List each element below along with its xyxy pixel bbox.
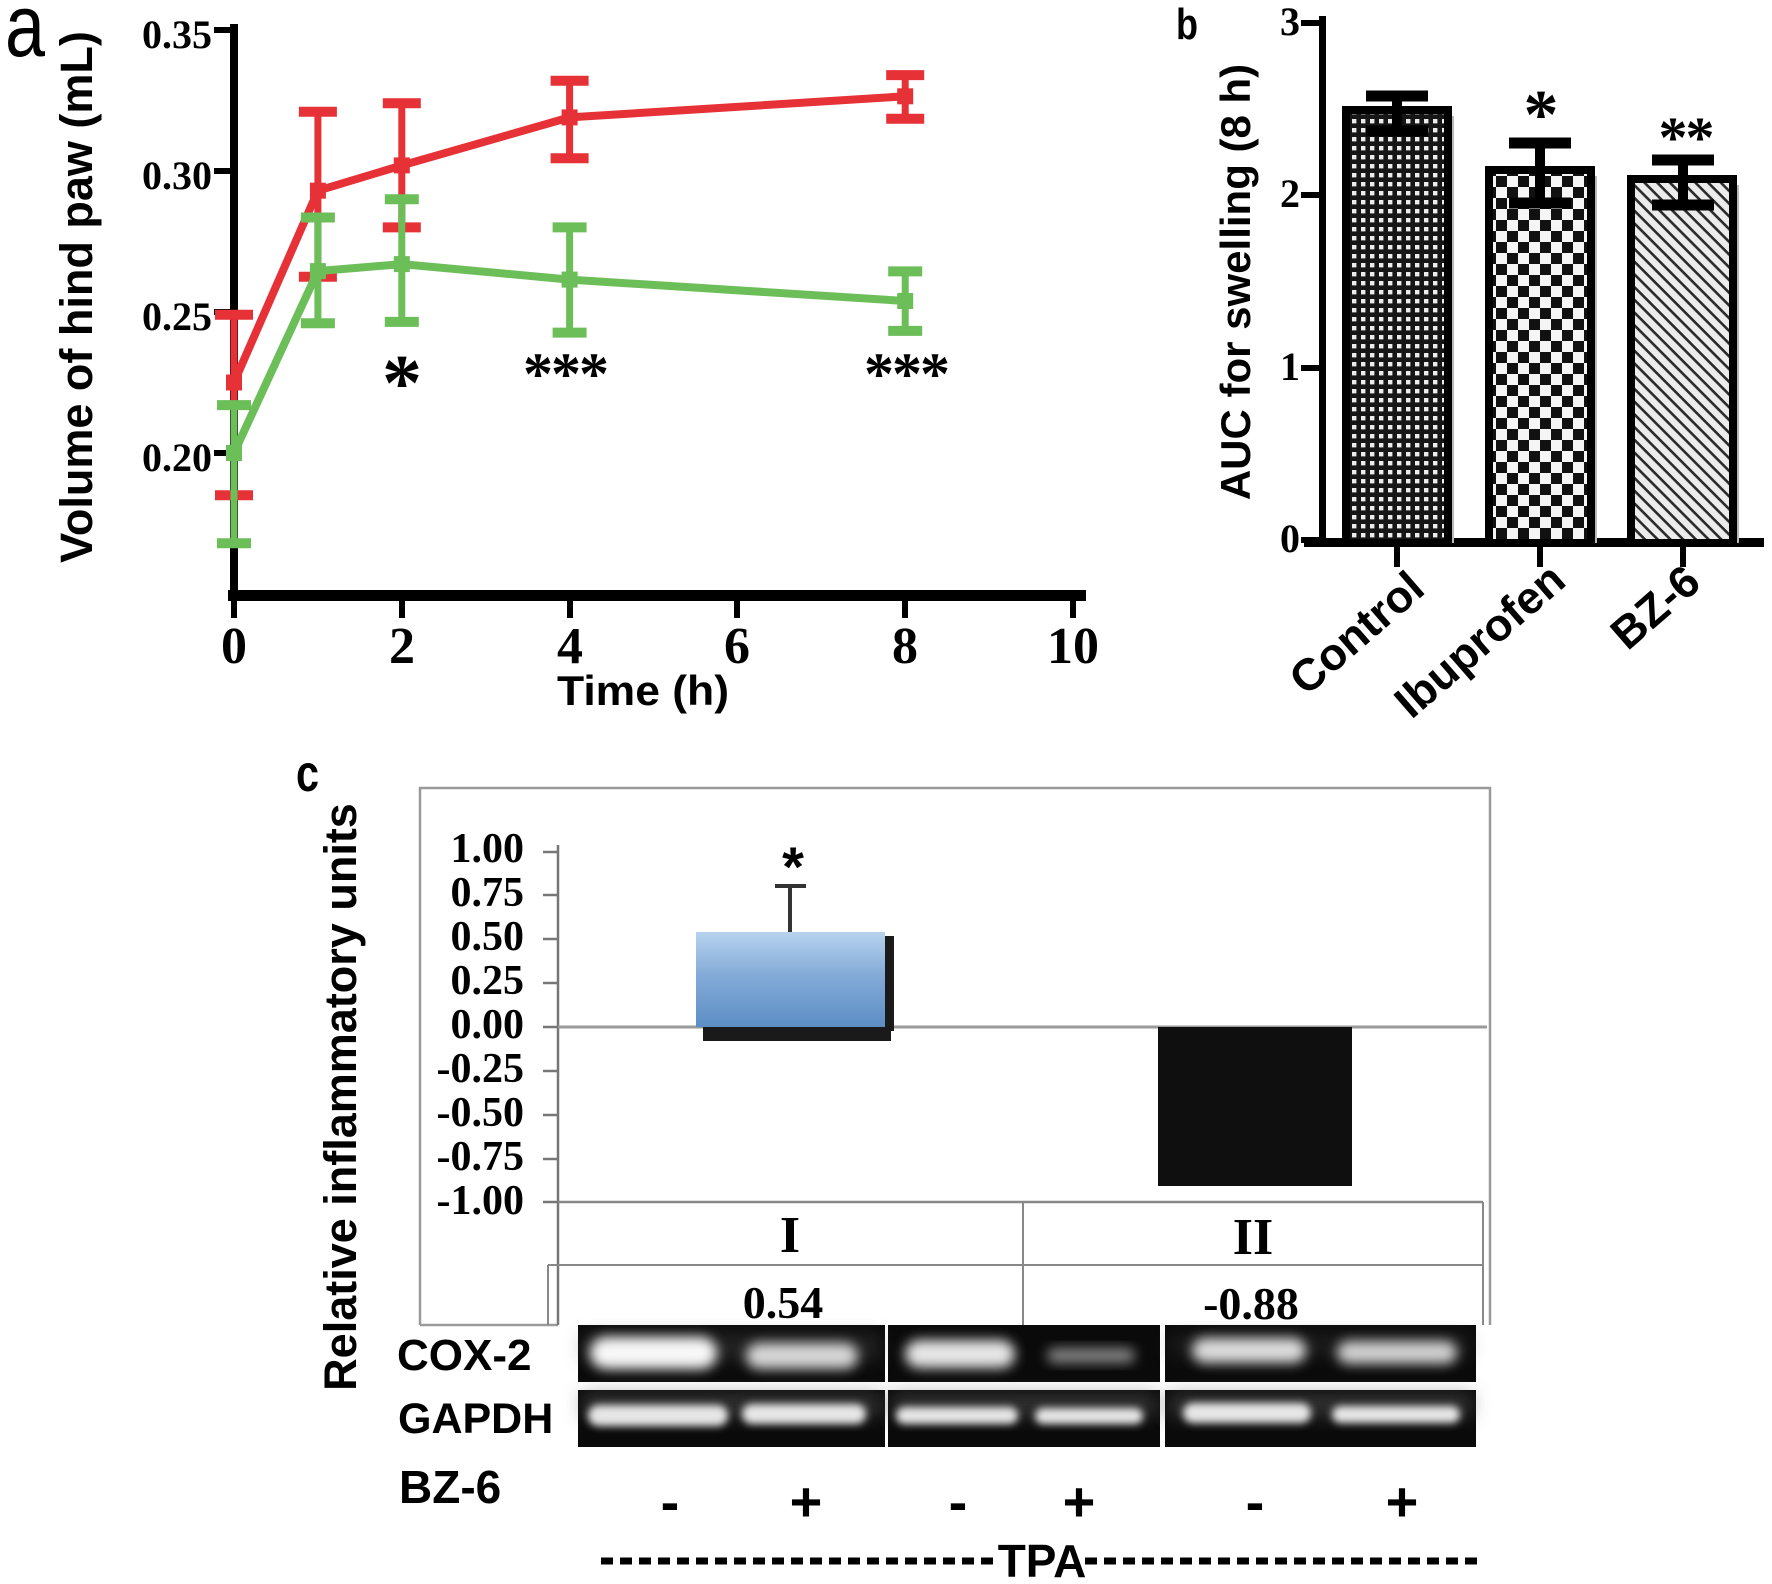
svg-text:*: * — [579, 341, 609, 407]
svg-text:I: I — [780, 1207, 800, 1264]
svg-text:6: 6 — [724, 618, 750, 675]
svg-text:0: 0 — [1280, 516, 1300, 561]
svg-text:*: * — [1524, 77, 1559, 154]
svg-text:-0.88: -0.88 — [1203, 1278, 1299, 1329]
svg-text:*: * — [782, 835, 804, 898]
svg-text:10: 10 — [1047, 618, 1099, 675]
svg-text:0.75: 0.75 — [451, 870, 525, 916]
svg-text:c: c — [296, 745, 319, 803]
svg-text:*: * — [551, 341, 581, 407]
svg-text:0.25: 0.25 — [142, 294, 212, 339]
svg-text:*: * — [892, 341, 922, 407]
svg-text:-1.00: -1.00 — [437, 1178, 525, 1224]
svg-text:COX-2: COX-2 — [397, 1331, 531, 1380]
svg-text:-: - — [1246, 1470, 1265, 1533]
svg-text:*: * — [382, 340, 422, 428]
svg-text:+: + — [1063, 1470, 1096, 1533]
svg-text:0.20: 0.20 — [142, 435, 212, 480]
svg-text:-0.50: -0.50 — [437, 1090, 525, 1136]
svg-text:-0.25: -0.25 — [437, 1046, 525, 1092]
svg-text:0.25: 0.25 — [451, 958, 525, 1004]
svg-text:+: + — [1386, 1470, 1419, 1533]
svg-text:b: b — [1176, 0, 1198, 49]
svg-text:0.35: 0.35 — [142, 12, 212, 57]
svg-text:-: - — [949, 1470, 968, 1533]
svg-text:8: 8 — [892, 618, 918, 675]
svg-text:*: * — [864, 341, 894, 407]
svg-text:*: * — [523, 341, 553, 407]
svg-text:0.54: 0.54 — [743, 1277, 824, 1328]
svg-text:1.00: 1.00 — [451, 826, 525, 872]
svg-text:+: + — [790, 1470, 823, 1533]
svg-text:Volume of hind paw (mL): Volume of hind paw (mL) — [51, 31, 102, 563]
svg-text:*: * — [1686, 105, 1715, 170]
svg-text:4: 4 — [557, 618, 583, 675]
svg-text:0.30: 0.30 — [142, 153, 212, 198]
svg-text:*: * — [1659, 105, 1688, 170]
svg-text:AUC for swelling (8 h): AUC for swelling (8 h) — [1212, 64, 1259, 500]
svg-text:0.50: 0.50 — [451, 914, 525, 960]
svg-text:0: 0 — [221, 618, 247, 675]
svg-text:0.00: 0.00 — [451, 1002, 525, 1048]
svg-text:-: - — [661, 1470, 680, 1533]
svg-text:*: * — [920, 341, 950, 407]
svg-text:2: 2 — [1280, 171, 1300, 216]
svg-text:BZ-6: BZ-6 — [399, 1461, 501, 1513]
svg-text:Relative inflammatory units: Relative inflammatory units — [315, 803, 366, 1391]
svg-text:a: a — [5, 0, 45, 75]
svg-text:TPA: TPA — [998, 1535, 1087, 1579]
svg-text:1: 1 — [1280, 344, 1300, 389]
svg-text:GAPDH: GAPDH — [398, 1395, 553, 1443]
svg-text:3: 3 — [1280, 0, 1300, 44]
svg-text:2: 2 — [389, 618, 415, 675]
svg-text:Time (h): Time (h) — [557, 667, 729, 714]
svg-text:-0.75: -0.75 — [437, 1134, 525, 1180]
svg-text:II: II — [1233, 1209, 1273, 1266]
